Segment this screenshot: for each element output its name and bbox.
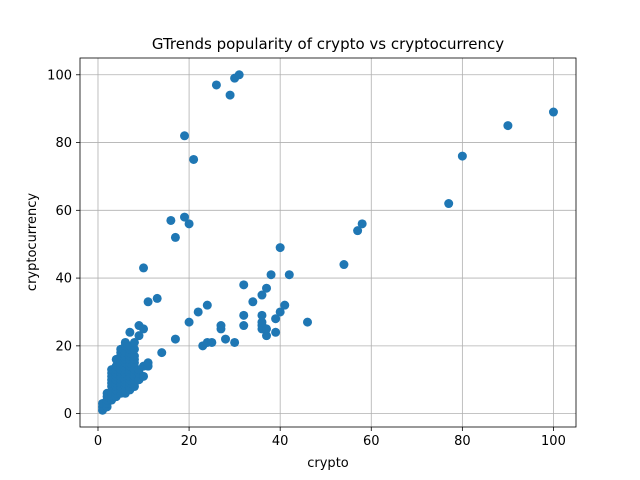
x-tick-label: 0 bbox=[94, 434, 102, 449]
data-point bbox=[239, 310, 249, 320]
data-point bbox=[457, 151, 467, 161]
data-point bbox=[262, 324, 272, 334]
grid bbox=[80, 58, 576, 427]
data-point bbox=[157, 348, 167, 358]
y-tick-label: 60 bbox=[55, 204, 72, 219]
data-point bbox=[139, 324, 149, 334]
y-tick-label: 100 bbox=[47, 68, 72, 83]
data-point bbox=[239, 280, 249, 290]
data-point bbox=[230, 337, 240, 347]
data-point bbox=[221, 334, 231, 344]
x-tick-label: 40 bbox=[272, 434, 289, 449]
data-point bbox=[275, 307, 285, 317]
x-axis-label: crypto bbox=[307, 456, 349, 471]
data-points bbox=[98, 70, 558, 415]
data-point bbox=[257, 317, 267, 327]
data-point bbox=[248, 297, 258, 307]
data-point bbox=[271, 327, 281, 337]
plot-frame bbox=[79, 57, 577, 428]
data-point bbox=[225, 90, 235, 100]
data-point bbox=[303, 317, 313, 327]
data-point bbox=[189, 154, 199, 164]
data-point bbox=[216, 321, 226, 331]
x-tick-label: 100 bbox=[541, 434, 566, 449]
data-point bbox=[339, 260, 349, 270]
data-point bbox=[271, 314, 281, 324]
data-point bbox=[262, 331, 272, 341]
data-point bbox=[166, 215, 176, 225]
data-point bbox=[143, 358, 153, 368]
data-point bbox=[152, 293, 162, 303]
data-point bbox=[503, 121, 513, 131]
data-point bbox=[170, 334, 180, 344]
data-point bbox=[357, 219, 367, 229]
data-point bbox=[257, 310, 267, 320]
data-point bbox=[129, 337, 139, 347]
data-point bbox=[193, 307, 203, 317]
data-point bbox=[170, 232, 180, 242]
data-point bbox=[211, 80, 221, 90]
data-point bbox=[139, 371, 149, 381]
axis-ticks: 0 20 40 60 80 100 0 20 40 60 80 100 bbox=[47, 68, 566, 449]
data-point bbox=[202, 300, 212, 310]
data-point bbox=[275, 243, 285, 253]
x-tick-label: 60 bbox=[363, 434, 380, 449]
data-point bbox=[353, 226, 363, 236]
x-tick-label: 20 bbox=[181, 434, 198, 449]
y-tick-label: 20 bbox=[55, 339, 72, 354]
data-point bbox=[139, 263, 149, 273]
data-point bbox=[207, 337, 217, 347]
data-point bbox=[239, 321, 249, 331]
data-point bbox=[257, 290, 267, 300]
data-point bbox=[134, 331, 144, 341]
y-tick-label: 80 bbox=[55, 136, 72, 151]
y-tick-label: 40 bbox=[55, 272, 72, 287]
data-point bbox=[125, 327, 135, 337]
data-point bbox=[143, 297, 153, 307]
data-point bbox=[266, 270, 276, 280]
data-point bbox=[129, 351, 139, 361]
data-point bbox=[184, 219, 194, 229]
data-point bbox=[262, 283, 272, 293]
y-axis-label: cryptocurrency bbox=[25, 193, 40, 291]
chart-title: GTrends popularity of crypto vs cryptocu… bbox=[152, 35, 504, 53]
y-tick-label: 0 bbox=[64, 407, 72, 422]
data-point bbox=[180, 131, 190, 141]
data-point bbox=[234, 70, 244, 80]
data-point bbox=[284, 270, 294, 280]
data-point bbox=[280, 300, 290, 310]
data-point bbox=[129, 344, 139, 354]
x-tick-label: 80 bbox=[454, 434, 471, 449]
data-point bbox=[184, 317, 194, 327]
data-point bbox=[180, 212, 190, 222]
data-point bbox=[444, 199, 454, 209]
data-point bbox=[548, 107, 558, 117]
